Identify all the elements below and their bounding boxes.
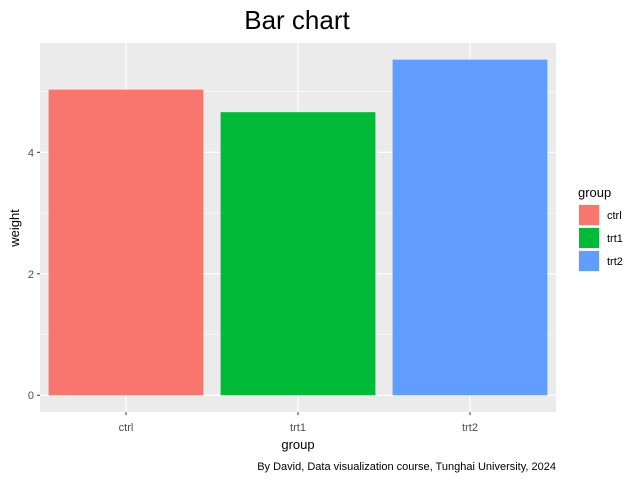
legend: group ctrl trt1 trt2 xyxy=(578,185,623,272)
legend-swatch-trt2 xyxy=(579,251,599,271)
legend-title: group xyxy=(578,185,611,200)
y-axis-title: weight xyxy=(7,209,22,248)
bar-trt2 xyxy=(392,59,548,396)
legend-swatch-ctrl xyxy=(579,205,599,225)
y-axis-ticks: 0 2 4 xyxy=(28,147,40,402)
y-tick-label: 0 xyxy=(28,390,34,402)
chart-caption: By David, Data visualization course, Tun… xyxy=(257,461,556,473)
x-axis-title: group xyxy=(281,437,314,452)
y-tick-label: 2 xyxy=(28,269,34,281)
legend-label-trt2: trt2 xyxy=(607,256,623,268)
y-tick-label: 4 xyxy=(28,147,34,159)
x-tick-label: trt2 xyxy=(462,422,478,434)
bar-ctrl xyxy=(48,89,204,396)
x-tick-label: ctrl xyxy=(119,422,134,434)
bars xyxy=(48,59,548,396)
legend-items: ctrl trt1 trt2 xyxy=(578,204,623,272)
legend-label-ctrl: ctrl xyxy=(607,210,622,222)
x-axis-ticks: ctrl trt1 trt2 xyxy=(119,412,478,434)
legend-label-trt1: trt1 xyxy=(607,233,623,245)
x-tick-label: trt1 xyxy=(290,422,306,434)
bar-trt1 xyxy=(220,112,376,396)
legend-swatch-trt1 xyxy=(579,228,599,248)
chart-title: Bar chart xyxy=(244,5,350,35)
